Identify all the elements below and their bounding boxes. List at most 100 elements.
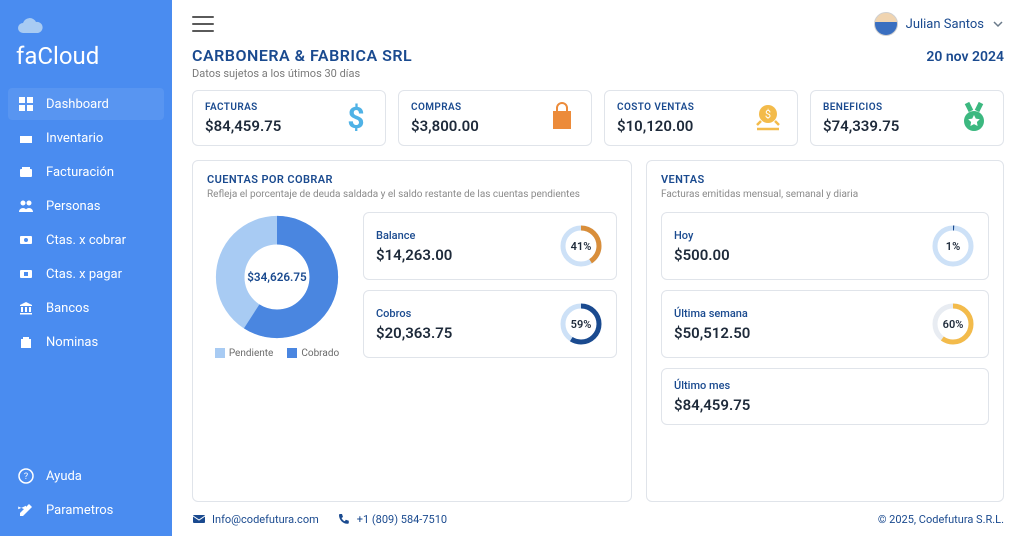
kpi-row: FACTURAS $84,459.75 $ COMPRAS $3,800.00 COSTO…	[172, 90, 1024, 160]
menu-toggle[interactable]	[192, 16, 214, 32]
phone-icon	[337, 512, 351, 526]
kpi-value: $74,339.75	[823, 117, 957, 135]
page-header: CARBONERA & FABRICA SRL 20 nov 2024	[172, 42, 1024, 67]
user-menu[interactable]: Julian Santos	[874, 12, 1004, 36]
cloud-icon	[16, 16, 44, 36]
sidebar-item-nominas[interactable]: Nominas	[8, 326, 164, 358]
donut-legend: Pendiente Cobrado	[215, 348, 339, 359]
dashboard-icon	[18, 96, 34, 112]
kpi-label: BENEFICIOS	[823, 102, 957, 113]
sidebar-item-ctas-x-pagar[interactable]: Ctas. x pagar	[8, 258, 164, 290]
svg-text:60%: 60%	[943, 318, 964, 331]
sidebar-item-dashboard[interactable]: Dashboard	[8, 88, 164, 120]
bank-icon	[18, 300, 34, 316]
kpi-value: $84,459.75	[205, 117, 339, 135]
sales-panel: VENTAS Facturas emitidas mensual, semana…	[646, 160, 1004, 502]
stat-label: Último mes	[674, 379, 976, 392]
nav-bottom: ? Ayuda Parametros	[0, 460, 172, 526]
brand-name: faCloud	[16, 42, 156, 70]
sidebar-item-facturaci-n[interactable]: Facturación	[8, 156, 164, 188]
sidebar-item-label: Nominas	[46, 335, 98, 350]
footer-email[interactable]: Info@codefutura.com	[192, 512, 319, 526]
stat-value: $20,363.75	[376, 324, 558, 342]
footer: Info@codefutura.com +1 (809) 584-7510 © …	[172, 502, 1024, 536]
kpi-label: COMPRAS	[411, 102, 545, 113]
sales-stat-card: Última semana $50,512.50 60%	[661, 290, 989, 358]
sidebar-item-label: Dashboard	[46, 97, 109, 112]
invoice-icon	[18, 164, 34, 180]
nav-main: Dashboard Inventario Facturación Personas Ct…	[0, 88, 172, 358]
payable-icon	[18, 266, 34, 282]
kpi-card: COSTO VENTAS $10,120.00 $	[604, 90, 798, 146]
sidebar-item-label: Facturación	[46, 165, 114, 180]
kpi-card: FACTURAS $84,459.75 $	[192, 90, 386, 146]
cost-icon: $	[751, 101, 785, 135]
mail-icon	[192, 512, 206, 526]
stat-value: $50,512.50	[674, 324, 930, 342]
people-icon	[18, 198, 34, 214]
settings-icon	[18, 502, 34, 518]
stat-value: $84,459.75	[674, 396, 976, 414]
chevron-down-icon	[992, 18, 1004, 30]
sidebar-item-label: Inventario	[46, 131, 103, 146]
svg-text:$: $	[347, 101, 364, 135]
stat-label: Hoy	[674, 229, 930, 242]
copyright: © 2025, Codefutura S.R.L.	[878, 513, 1004, 526]
current-date: 20 nov 2024	[926, 49, 1004, 65]
stat-value: $500.00	[674, 246, 930, 264]
user-name: Julian Santos	[906, 17, 984, 32]
kpi-card: BENEFICIOS $74,339.75	[810, 90, 1004, 146]
svg-text:?: ?	[24, 472, 28, 482]
receivable-icon	[18, 232, 34, 248]
sidebar-item-label: Ctas. x cobrar	[46, 233, 126, 248]
receivables-donut: $34,626.75 Pendiente Cobrado	[207, 212, 347, 359]
sidebar-item-label: Parametros	[46, 503, 113, 518]
svg-text:59%: 59%	[571, 318, 592, 331]
sidebar: faCloud Dashboard Inventario Facturación Pe…	[0, 0, 172, 536]
sidebar-item-label: Personas	[46, 199, 101, 214]
avatar	[874, 12, 898, 36]
sidebar-item-ayuda[interactable]: ? Ayuda	[8, 460, 164, 492]
kpi-label: COSTO VENTAS	[617, 102, 751, 113]
panel-subtitle: Refleja el porcentaje de deuda saldada y…	[207, 189, 617, 200]
footer-phone[interactable]: +1 (809) 584-7510	[337, 512, 447, 526]
page-subtitle: Datos sujetos a los útimos 30 días	[172, 67, 1024, 90]
receivables-stat-card: Cobros $20,363.75 59%	[363, 290, 617, 358]
bag-icon	[545, 101, 579, 135]
receivables-stat-card: Balance $14,263.00 41%	[363, 212, 617, 280]
company-name: CARBONERA & FABRICA SRL	[192, 46, 412, 65]
kpi-label: FACTURAS	[205, 102, 339, 113]
brand-logo: faCloud	[0, 10, 172, 88]
topbar: Julian Santos	[172, 0, 1024, 42]
kpi-value: $3,800.00	[411, 117, 545, 135]
sales-stat-card: Último mes $84,459.75	[661, 368, 989, 425]
stat-label: Balance	[376, 229, 558, 242]
donut-center-value: $34,626.75	[247, 270, 307, 284]
sidebar-item-parametros[interactable]: Parametros	[8, 494, 164, 526]
svg-text:41%: 41%	[571, 240, 592, 253]
payroll-icon	[18, 334, 34, 350]
sidebar-item-label: Ctas. x pagar	[46, 267, 122, 282]
stat-label: Última semana	[674, 307, 930, 320]
sidebar-item-label: Ayuda	[46, 469, 82, 484]
inventory-icon	[18, 130, 34, 146]
sidebar-item-bancos[interactable]: Bancos	[8, 292, 164, 324]
dollar-icon: $	[339, 101, 373, 135]
sidebar-item-ctas-x-cobrar[interactable]: Ctas. x cobrar	[8, 224, 164, 256]
medal-icon	[957, 101, 991, 135]
kpi-value: $10,120.00	[617, 117, 751, 135]
sidebar-item-label: Bancos	[46, 301, 89, 316]
stat-value: $14,263.00	[376, 246, 558, 264]
sales-stat-card: Hoy $500.00 1%	[661, 212, 989, 280]
help-icon: ?	[18, 468, 34, 484]
panel-subtitle: Facturas emitidas mensual, semanal y dia…	[661, 189, 989, 200]
panel-title: CUENTAS POR COBRAR	[207, 173, 617, 186]
svg-text:$: $	[765, 108, 771, 121]
kpi-card: COMPRAS $3,800.00	[398, 90, 592, 146]
svg-text:1%: 1%	[946, 240, 960, 253]
panels: CUENTAS POR COBRAR Refleja el porcentaje…	[172, 160, 1024, 502]
stat-label: Cobros	[376, 307, 558, 320]
sidebar-item-inventario[interactable]: Inventario	[8, 122, 164, 154]
main-area: Julian Santos CARBONERA & FABRICA SRL 20…	[172, 0, 1024, 536]
sidebar-item-personas[interactable]: Personas	[8, 190, 164, 222]
